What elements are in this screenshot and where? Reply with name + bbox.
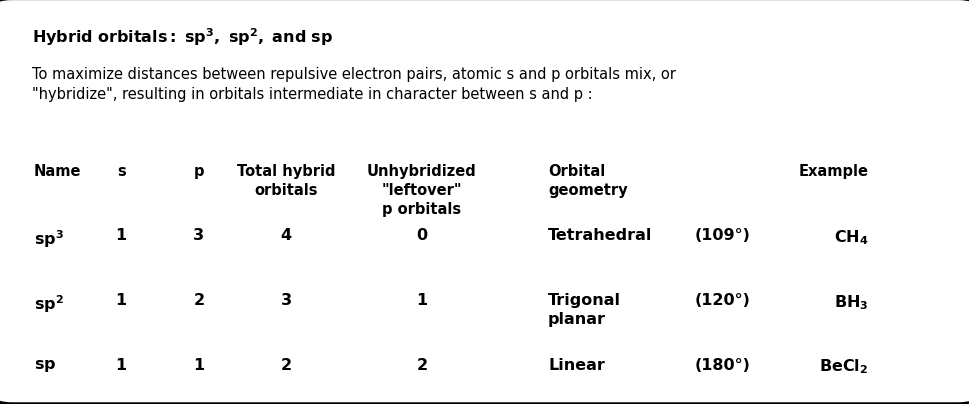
Text: Tetrahedral: Tetrahedral <box>547 228 652 243</box>
Text: 2: 2 <box>416 358 427 372</box>
Text: 4: 4 <box>280 228 292 243</box>
Text: 1: 1 <box>115 358 127 372</box>
Text: 1: 1 <box>193 358 204 372</box>
Text: 1: 1 <box>115 228 127 243</box>
Text: s: s <box>116 164 126 179</box>
Text: 2: 2 <box>193 293 204 308</box>
Text: Linear: Linear <box>547 358 605 372</box>
Text: 0: 0 <box>416 228 427 243</box>
Text: 2: 2 <box>280 358 292 372</box>
Text: $\bf{Hybrid\ orbitals:\ sp^3,\ sp^2,\ and\ sp}$: $\bf{Hybrid\ orbitals:\ sp^3,\ sp^2,\ an… <box>32 26 332 48</box>
Text: p: p <box>194 164 203 179</box>
Text: $\bf{BH_3}$: $\bf{BH_3}$ <box>832 293 867 311</box>
Text: $\bf{sp^2}$: $\bf{sp^2}$ <box>34 293 64 315</box>
Text: $\bf{sp}$: $\bf{sp}$ <box>34 358 56 374</box>
Text: 3: 3 <box>280 293 292 308</box>
Text: 1: 1 <box>115 293 127 308</box>
Text: $\bf{CH_4}$: $\bf{CH_4}$ <box>832 228 867 247</box>
Text: To maximize distances between repulsive electron pairs, atomic s and p orbitals : To maximize distances between repulsive … <box>32 67 675 102</box>
Text: $\bf{BeCl_2}$: $\bf{BeCl_2}$ <box>818 358 867 376</box>
Text: (180°): (180°) <box>694 358 750 372</box>
Text: (120°): (120°) <box>694 293 750 308</box>
Text: Unhybridized
"leftover"
p orbitals: Unhybridized "leftover" p orbitals <box>366 164 477 217</box>
Text: Trigonal
planar: Trigonal planar <box>547 293 620 327</box>
Text: 3: 3 <box>193 228 204 243</box>
Text: Total hybrid
orbitals: Total hybrid orbitals <box>236 164 335 198</box>
Text: Example: Example <box>797 164 867 179</box>
Text: Orbital
geometry: Orbital geometry <box>547 164 627 198</box>
Text: $\bf{sp^3}$: $\bf{sp^3}$ <box>34 228 64 250</box>
Text: (109°): (109°) <box>694 228 750 243</box>
Text: Name: Name <box>34 164 81 179</box>
Text: 1: 1 <box>416 293 427 308</box>
